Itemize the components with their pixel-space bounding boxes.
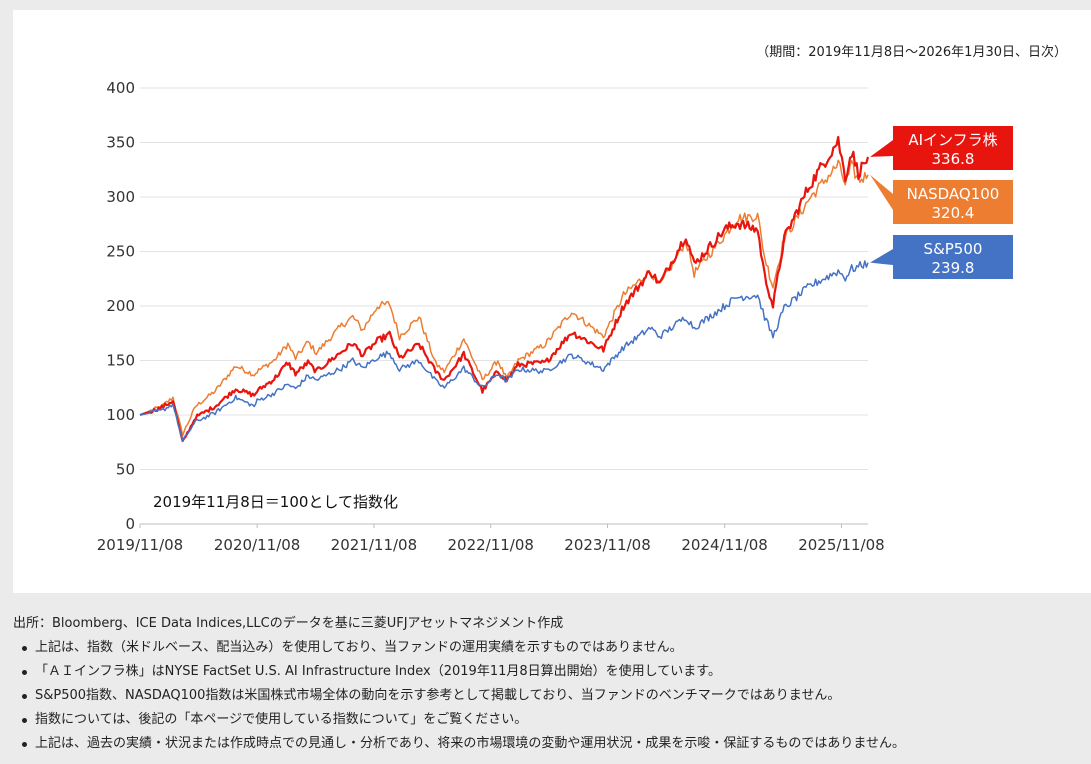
series-layer [139,135,870,443]
y-tick-label: 200 [106,297,135,315]
disclaimer-item: 指数については、後記の「本ページで使用している指数について」をご覧ください。 [13,708,1083,732]
source-note: 出所：Bloomberg、ICE Data Indices,LLCのデータを基に… [13,616,564,631]
x-tick-label: 2022/11/08 [447,536,533,554]
x-tick-label: 2024/11/08 [681,536,767,554]
period-note: （期間：2019年11月8日～2026年1月30日、日次） [756,45,1067,60]
grid-layer [140,87,868,525]
series-tag [893,235,1013,279]
y-tick-label: 400 [106,79,135,97]
series-end-value: 336.8 [932,150,975,168]
index-base-annotation: 2019年11月8日＝100として指数化 [153,493,398,511]
x-tick-label: 2025/11/08 [798,536,884,554]
x-tick-label: 2020/11/08 [214,536,300,554]
x-tick-label: 2021/11/08 [331,536,417,554]
series-name-label: S&P500 [924,240,983,258]
x-tick-label: 2023/11/08 [564,536,650,554]
series-line [139,159,869,437]
series-name-label: NASDAQ100 [907,185,1000,203]
line-chart: 0 50 100 150 200 250 300 350 400 2019/11/08 2020/1… [97,79,1013,554]
tag-pointer [870,174,893,210]
y-tick-label: 350 [106,134,135,152]
disclaimer-list: 上記は、指数（米ドルベース、配当込み）を使用しており、当ファンドの運用実績を示す… [13,636,1083,756]
disclaimer-item: 上記は、指数（米ドルベース、配当込み）を使用しており、当ファンドの運用実績を示す… [13,636,1083,660]
series-name-label: AIインフラ株 [908,131,997,149]
series-tag [893,126,1013,170]
series-line [139,135,870,443]
y-tick-label: 100 [106,406,135,424]
series-tag [893,180,1013,224]
disclaimer-item: 「ＡＩインフラ株」はNYSE FactSet U.S. AI Infrastru… [13,660,1083,684]
footnotes: 出所：Bloomberg、ICE Data Indices,LLCのデータを基に… [13,612,1083,756]
disclaimer-item: 上記は、過去の実績・状況または作成時点での見通し・分析であり、将来の市場環境の変… [13,732,1083,756]
series-line [139,260,869,442]
y-tick-label: 300 [106,188,135,206]
y-tick-label: 50 [116,461,135,479]
y-tick-label: 150 [106,352,135,370]
series-end-value: 320.4 [932,204,975,222]
tag-pointer [870,249,893,265]
tag-pointer [870,140,893,157]
y-tick-label: 0 [125,515,135,533]
disclaimer-item: S&P500指数、NASDAQ100指数は米国株式市場全体の動向を示す参考として… [13,684,1083,708]
axis-layer: 0 50 100 150 200 250 300 350 400 2019/11/08 2020/1… [97,79,885,554]
x-tick-label: 2019/11/08 [97,536,183,554]
y-tick-label: 250 [106,243,135,261]
series-end-value: 239.8 [932,259,975,277]
chart-panel: （期間：2019年11月8日～2026年1月30日、日次） 0 50 100 150 2… [13,10,1091,593]
